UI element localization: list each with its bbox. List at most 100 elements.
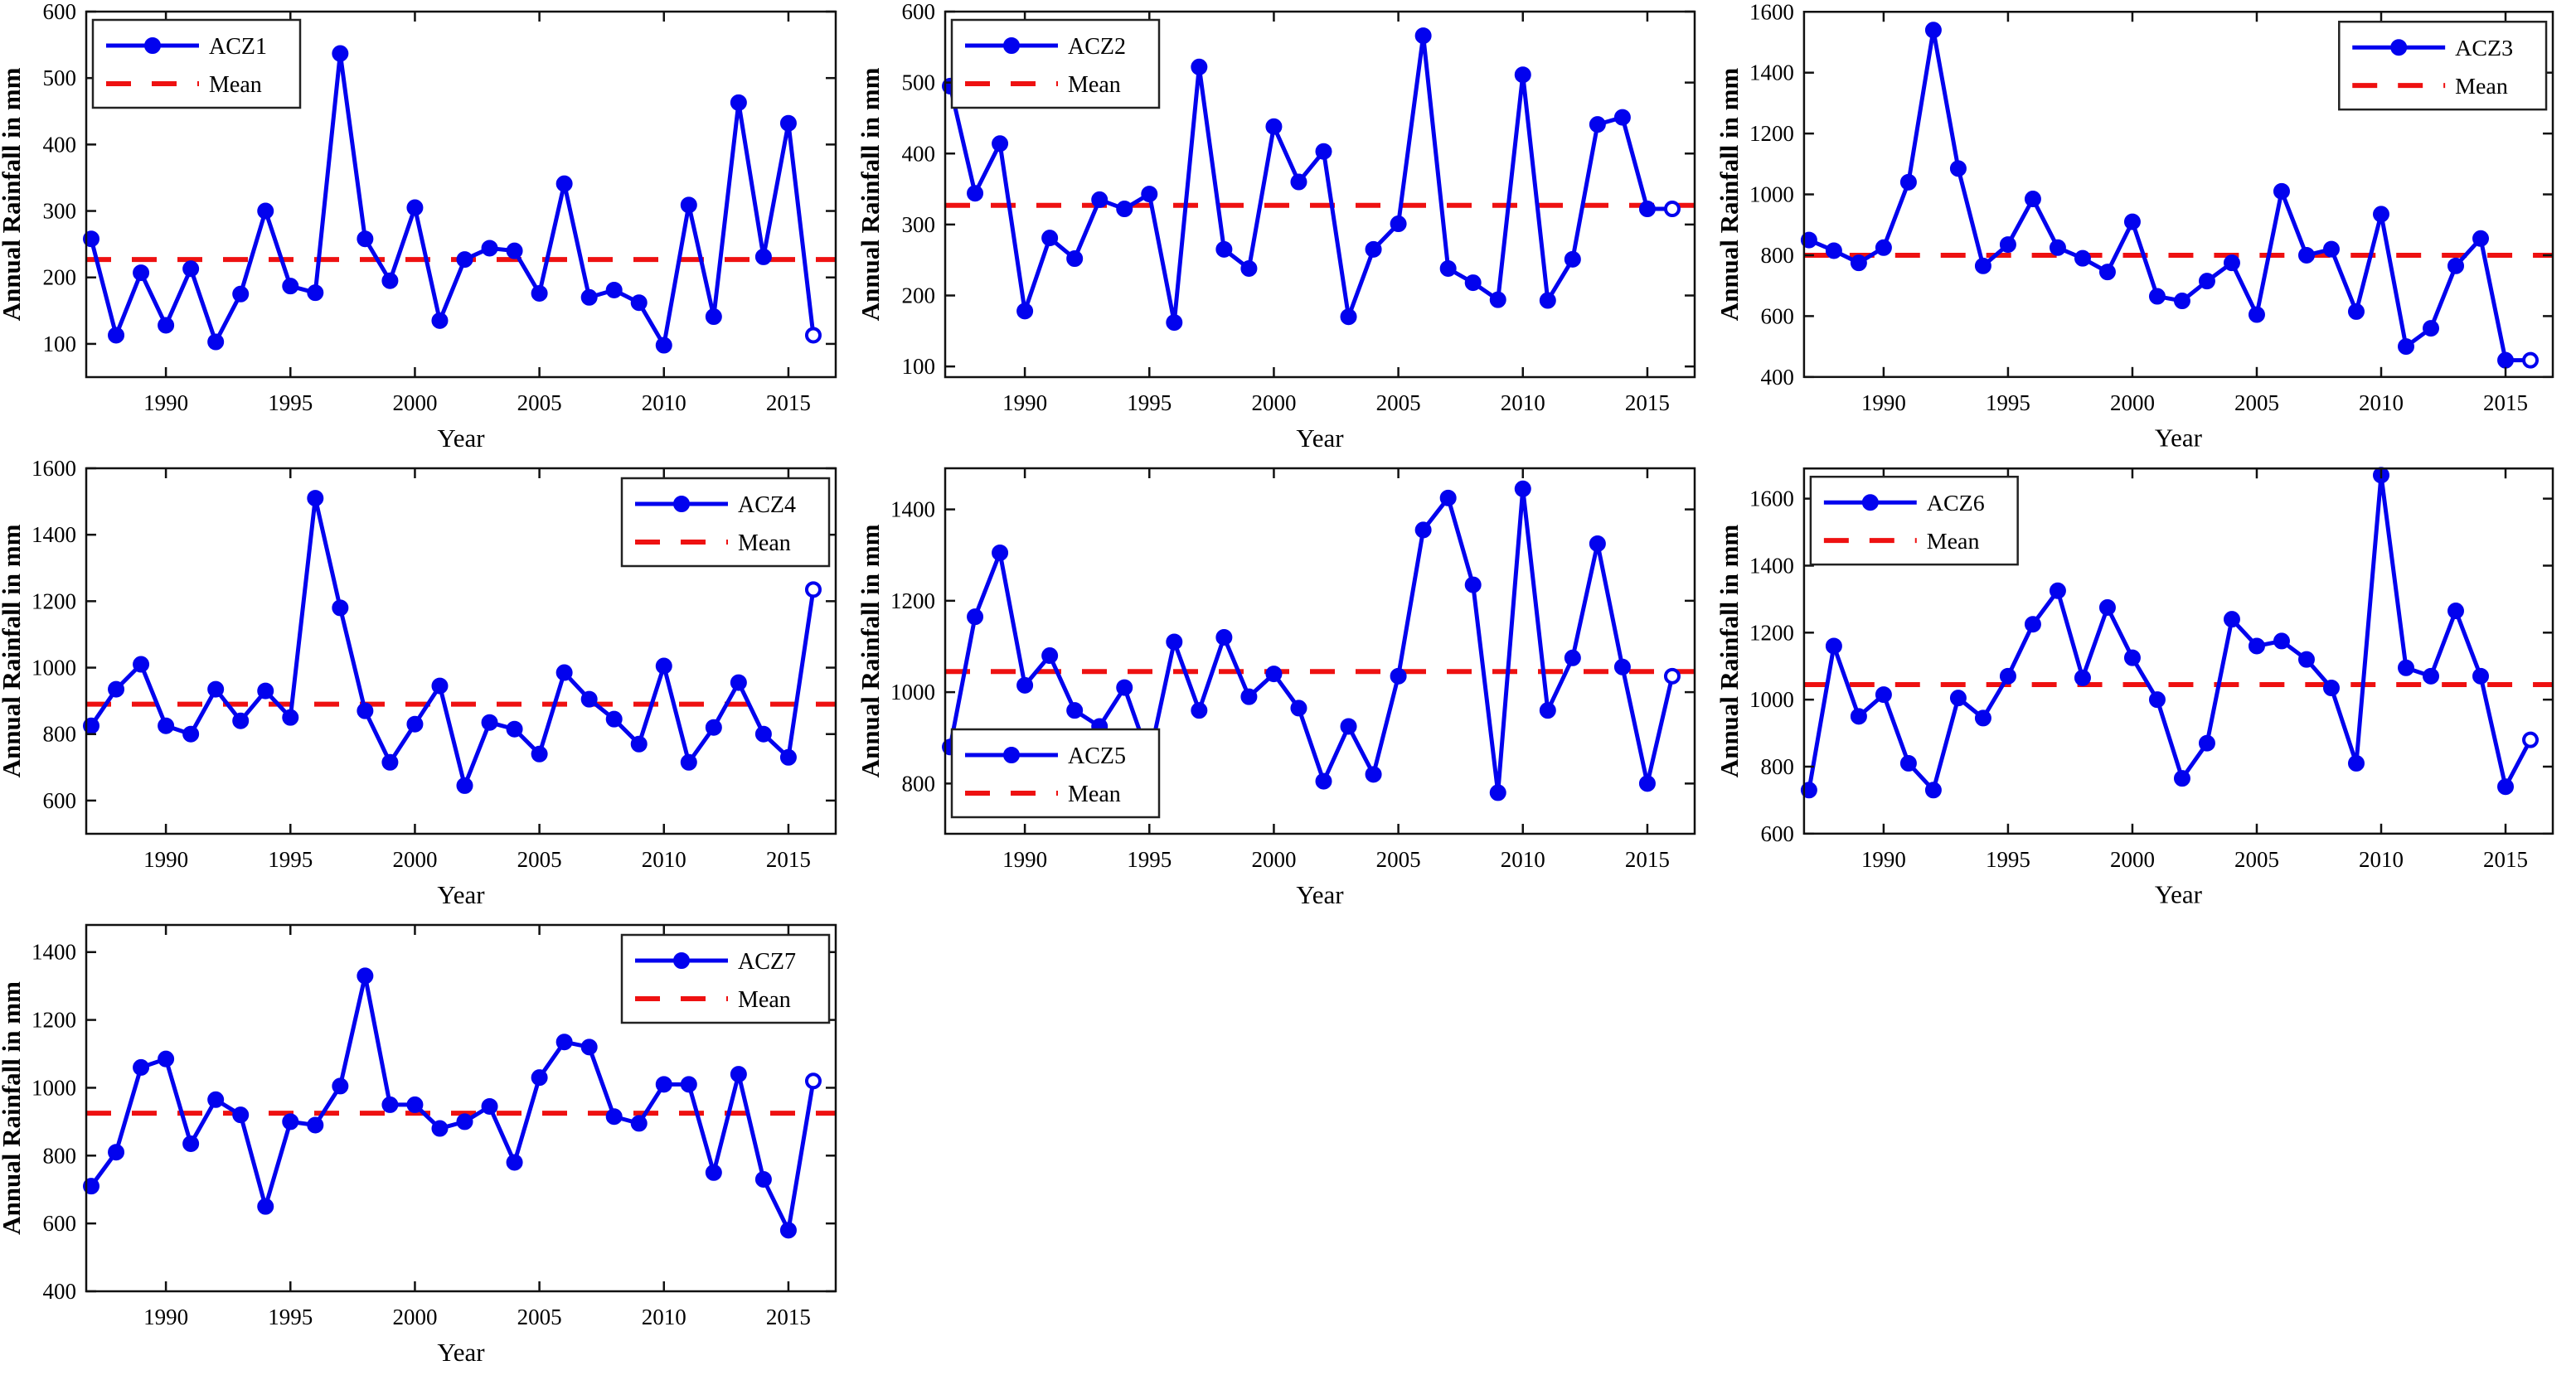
data-point-marker <box>2297 651 2315 668</box>
x-tick-label: 2015 <box>766 1305 811 1329</box>
data-point-marker <box>1464 274 1482 292</box>
y-tick-label: 1000 <box>32 656 76 680</box>
chart-acz6: 1990 1995 2000 2005 2010 2015 600 800 1000 1200 14… <box>1715 457 2576 913</box>
data-point-marker <box>506 242 523 259</box>
data-point-marker <box>307 490 324 507</box>
data-point-marker <box>680 753 697 771</box>
data-point-marker <box>282 1113 299 1131</box>
data-point-marker <box>1191 58 1208 75</box>
y-tick-label: 400 <box>43 132 77 157</box>
data-point-marker <box>1850 254 1867 272</box>
data-point-marker <box>1016 676 1034 694</box>
data-point-marker <box>1613 658 1631 675</box>
x-tick-label: 2005 <box>517 847 562 872</box>
legend: ACZ1 Mean <box>91 18 302 109</box>
data-point-marker <box>605 710 623 728</box>
data-point-marker <box>406 715 424 733</box>
y-tick-label: 400 <box>902 141 936 166</box>
chart-acz5: 1990 1995 2000 2005 2010 2015 800 1000 1200 1400 Y… <box>856 457 1718 913</box>
data-point-marker <box>1850 708 1867 725</box>
data-point-marker <box>1141 186 1158 203</box>
y-tick-label: 300 <box>902 212 936 237</box>
data-point-marker <box>1899 173 1917 191</box>
data-point-marker <box>680 196 697 214</box>
legend: ACZ3 Mean <box>2338 20 2548 111</box>
legend: ACZ6 Mean <box>1809 475 2019 566</box>
x-tick-label: 1990 <box>1861 847 1906 872</box>
legend-mean-label: Mean <box>2455 74 2508 99</box>
y-tick-label: 1400 <box>1749 61 1794 85</box>
x-tick-label: 1995 <box>1127 390 1172 415</box>
legend: ACZ5 Mean <box>950 728 1161 819</box>
data-point-marker <box>282 709 299 726</box>
x-tick-label: 2005 <box>517 1305 562 1329</box>
data-point-marker <box>133 1058 150 1076</box>
y-tick-label: 500 <box>43 65 77 90</box>
y-axis-label: Annual Rainfall in mm <box>859 524 885 777</box>
data-point-marker <box>232 1106 250 1124</box>
data-point-marker <box>232 712 250 729</box>
x-axis-label: Year <box>437 880 485 909</box>
legend-series-marker <box>673 952 690 969</box>
data-point-marker <box>481 240 498 257</box>
data-point-marker <box>2297 246 2315 264</box>
data-point-marker <box>2273 182 2290 200</box>
data-point-marker <box>1663 201 1681 218</box>
data-point-marker <box>207 680 225 698</box>
data-point-marker <box>1215 628 1233 646</box>
x-tick-label: 2010 <box>642 390 686 415</box>
chart-acz1: 1990 1995 2000 2005 2010 2015 100 200 300 400 500 6… <box>0 0 859 457</box>
y-tick-label: 1400 <box>32 940 76 965</box>
y-tick-label: 800 <box>1760 243 1793 268</box>
data-point-marker <box>1875 686 1892 704</box>
x-tick-label: 2015 <box>766 390 811 415</box>
x-tick-label: 2000 <box>392 1305 437 1329</box>
legend-series-marker <box>1861 494 1879 511</box>
data-point-marker <box>804 327 822 344</box>
data-point-marker <box>2049 582 2066 599</box>
chart-svg-acz1: 1990 1995 2000 2005 2010 2015 100 200 300 400 500 6… <box>0 0 859 457</box>
data-point-marker <box>1016 303 1034 320</box>
data-point-marker <box>1365 766 1382 783</box>
data-point-marker <box>2173 770 2190 787</box>
data-point-marker <box>1638 201 1656 218</box>
y-tick-label: 1600 <box>1749 0 1794 24</box>
data-point-marker <box>1215 240 1233 258</box>
data-point-marker <box>1265 118 1283 135</box>
y-tick-label: 1200 <box>32 588 76 613</box>
data-point-marker <box>1663 667 1681 685</box>
data-point-marker <box>1191 702 1208 719</box>
data-point-marker <box>182 725 200 743</box>
data-point-marker <box>282 278 299 295</box>
data-point-marker <box>1539 292 1556 309</box>
data-point-marker <box>1613 109 1631 126</box>
data-point-marker <box>307 284 324 302</box>
data-point-marker <box>967 185 984 202</box>
data-point-marker <box>2024 191 2041 208</box>
legend-box <box>950 18 1161 109</box>
data-point-marker <box>992 544 1009 561</box>
data-point-marker <box>1489 784 1506 801</box>
data-point-marker <box>1924 782 1942 799</box>
data-point-marker <box>1825 637 1842 655</box>
x-tick-label: 2015 <box>2483 847 2528 872</box>
data-point-marker <box>680 1076 697 1093</box>
data-point-marker <box>1949 690 1967 707</box>
data-point-marker <box>531 1069 548 1087</box>
data-point-marker <box>481 1097 498 1115</box>
data-point-marker <box>555 664 573 681</box>
data-point-marker <box>133 656 150 673</box>
data-point-marker <box>555 175 573 192</box>
data-point-marker <box>1974 257 1991 274</box>
data-point-marker <box>2423 667 2439 685</box>
data-point-marker <box>257 682 274 700</box>
y-tick-label: 200 <box>902 283 936 308</box>
legend-series-label: ACZ2 <box>1068 34 1126 60</box>
legend-series-label: ACZ3 <box>2455 36 2513 61</box>
data-point-marker <box>779 114 797 132</box>
data-point-marker <box>2398 338 2414 356</box>
x-tick-label: 2010 <box>642 847 686 872</box>
data-point-marker <box>1464 576 1482 593</box>
empty-cell <box>859 913 1718 1371</box>
data-point-marker <box>2148 691 2166 709</box>
